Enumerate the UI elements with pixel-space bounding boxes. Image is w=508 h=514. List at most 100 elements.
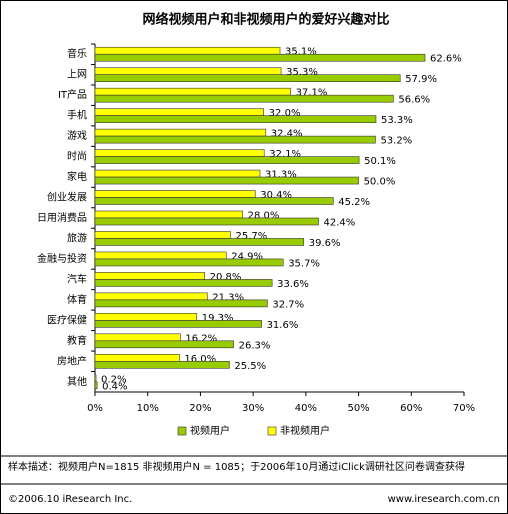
value-label: 32.1% <box>269 149 301 160</box>
value-label: 37.1% <box>296 88 328 99</box>
value-label: 26.3% <box>239 340 271 351</box>
y-tick-label: 创业发展 <box>47 191 87 204</box>
value-label: 45.2% <box>338 197 370 208</box>
bar <box>94 149 265 157</box>
y-tick-label: 体育 <box>67 293 87 306</box>
value-label: 25.5% <box>234 361 266 372</box>
bar <box>94 251 227 260</box>
bar <box>94 353 180 362</box>
value-label: 56.6% <box>398 95 430 106</box>
x-tick-label: 10% <box>137 403 159 414</box>
value-label: 16.0% <box>184 354 216 365</box>
value-label: 30.4% <box>260 190 292 201</box>
legend-label: 非视频用户 <box>280 424 330 437</box>
bar <box>94 340 234 349</box>
value-label: 16.2% <box>185 333 217 344</box>
bar <box>94 333 181 342</box>
value-label: 35.1% <box>285 47 317 58</box>
bar <box>94 320 262 328</box>
bar <box>94 279 273 287</box>
y-tick-label: 房地产 <box>57 354 87 367</box>
bar <box>94 176 359 185</box>
value-label: 24.9% <box>231 251 263 262</box>
y-tick-label: IT产品 <box>58 88 87 101</box>
y-tick-label: 游戏 <box>67 129 87 142</box>
value-label: 53.2% <box>380 136 412 147</box>
bar <box>94 169 261 178</box>
value-label: 25.7% <box>235 231 267 242</box>
value-label: 53.3% <box>381 115 413 126</box>
y-tick-label: 教育 <box>67 334 87 347</box>
value-label: 35.3% <box>286 67 318 78</box>
value-label: 50.1% <box>364 156 396 167</box>
y-tick-label: 上网 <box>67 69 87 81</box>
bar <box>94 299 268 308</box>
bar <box>94 128 267 137</box>
value-label: 20.8% <box>210 272 242 283</box>
value-label: 32.4% <box>271 129 303 140</box>
y-tick-label: 医疗保健 <box>47 313 87 326</box>
bar <box>94 258 284 267</box>
value-label: 39.6% <box>309 238 341 249</box>
y-tick-label: 其他 <box>67 375 87 388</box>
legend-swatch <box>177 426 187 436</box>
bar <box>94 67 282 76</box>
bar <box>94 197 334 205</box>
value-label: 33.6% <box>277 279 309 290</box>
bar <box>94 94 394 103</box>
value-label: 32.7% <box>272 299 304 310</box>
y-tick-label: 旅游 <box>67 231 87 244</box>
x-tick-label: 70% <box>453 403 475 414</box>
bar <box>94 231 231 239</box>
value-label: 28.0% <box>248 211 280 222</box>
value-label: 21.3% <box>212 292 244 303</box>
bar <box>94 217 319 226</box>
y-tick-label: 汽车 <box>67 272 87 285</box>
y-tick-label: 金融与投资 <box>37 252 87 265</box>
legend-label: 视频用户 <box>190 424 230 437</box>
bar <box>94 238 305 246</box>
bar <box>94 374 97 383</box>
bar <box>94 381 98 390</box>
bar <box>94 46 281 55</box>
x-tick-label: 50% <box>347 403 369 414</box>
bar <box>94 115 377 123</box>
value-label: 31.6% <box>267 320 299 331</box>
value-label: 0.4% <box>102 381 127 392</box>
value-label: 57.9% <box>405 74 437 85</box>
note: 样本描述：视频用户N=1815 非视频用户N = 1085；于2006年10月通… <box>8 460 465 473</box>
bar <box>94 210 243 219</box>
footer-right: www.iresearch.com.cn <box>388 494 500 505</box>
x-tick-label: 20% <box>189 403 211 414</box>
y-tick-label: 家电 <box>67 170 87 183</box>
y-tick-label: 时尚 <box>67 150 87 163</box>
value-label: 32.0% <box>269 108 301 119</box>
value-label: 42.4% <box>324 218 356 229</box>
footer-left: ©2006.10 iResearch Inc. <box>8 494 132 505</box>
x-tick-label: 40% <box>295 403 317 414</box>
y-tick-label: 日用消费品 <box>37 211 87 224</box>
bar <box>94 135 376 144</box>
y-tick-label: 音乐 <box>67 47 87 60</box>
value-label: 0.2% <box>101 374 126 385</box>
legend-swatch <box>267 426 277 436</box>
value-label: 35.7% <box>288 258 320 269</box>
bar <box>94 190 256 198</box>
bar <box>94 272 205 280</box>
bar <box>94 108 264 116</box>
x-tick-label: 60% <box>400 403 422 414</box>
y-tick-label: 手机 <box>67 109 87 122</box>
bar <box>94 313 198 321</box>
bar <box>94 292 208 301</box>
bar <box>94 156 360 164</box>
x-tick-label: 0% <box>87 403 103 414</box>
bar <box>94 53 426 62</box>
chart-title: 网络视频用户和非视频用户的爱好兴趣对比 <box>142 12 389 28</box>
value-label: 19.3% <box>202 313 234 324</box>
value-label: 31.3% <box>265 170 297 181</box>
bar <box>94 87 291 96</box>
x-tick-label: 30% <box>242 403 264 414</box>
bar <box>94 74 401 83</box>
